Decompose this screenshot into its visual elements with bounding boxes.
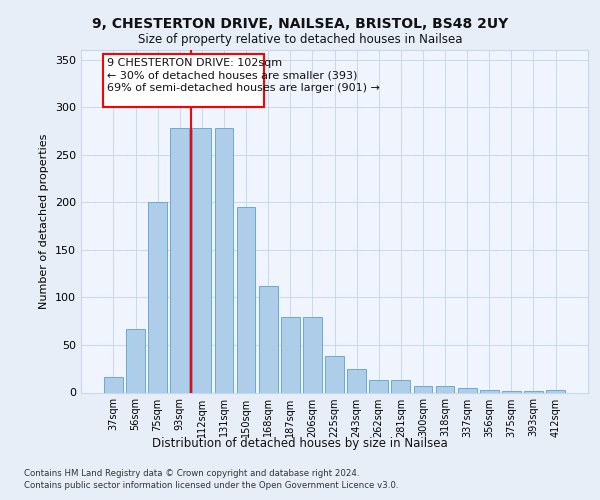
Bar bbox=[480, 390, 499, 392]
Bar bbox=[502, 390, 521, 392]
Text: 69% of semi-detached houses are larger (901) →: 69% of semi-detached houses are larger (… bbox=[107, 84, 380, 94]
Bar bbox=[546, 390, 565, 392]
Bar bbox=[215, 128, 233, 392]
Bar bbox=[325, 356, 344, 392]
Text: 9, CHESTERTON DRIVE, NAILSEA, BRISTOL, BS48 2UY: 9, CHESTERTON DRIVE, NAILSEA, BRISTOL, B… bbox=[92, 18, 508, 32]
Bar bbox=[524, 390, 543, 392]
Text: ← 30% of detached houses are smaller (393): ← 30% of detached houses are smaller (39… bbox=[107, 71, 357, 81]
Bar bbox=[126, 329, 145, 392]
Text: Contains public sector information licensed under the Open Government Licence v3: Contains public sector information licen… bbox=[24, 481, 398, 490]
Bar bbox=[303, 318, 322, 392]
Bar bbox=[391, 380, 410, 392]
Bar bbox=[236, 207, 256, 392]
Y-axis label: Number of detached properties: Number of detached properties bbox=[40, 134, 49, 309]
Bar bbox=[413, 386, 433, 392]
Bar bbox=[104, 378, 123, 392]
Bar bbox=[436, 386, 454, 392]
Bar bbox=[148, 202, 167, 392]
Bar bbox=[347, 368, 366, 392]
Bar bbox=[458, 388, 476, 392]
Bar bbox=[193, 128, 211, 392]
Bar bbox=[281, 318, 299, 392]
Text: Contains HM Land Registry data © Crown copyright and database right 2024.: Contains HM Land Registry data © Crown c… bbox=[24, 469, 359, 478]
Bar bbox=[370, 380, 388, 392]
Text: 9 CHESTERTON DRIVE: 102sqm: 9 CHESTERTON DRIVE: 102sqm bbox=[107, 58, 282, 68]
FancyBboxPatch shape bbox=[103, 54, 264, 107]
Bar bbox=[170, 128, 189, 392]
Text: Size of property relative to detached houses in Nailsea: Size of property relative to detached ho… bbox=[138, 32, 462, 46]
Text: Distribution of detached houses by size in Nailsea: Distribution of detached houses by size … bbox=[152, 438, 448, 450]
Bar bbox=[259, 286, 278, 393]
